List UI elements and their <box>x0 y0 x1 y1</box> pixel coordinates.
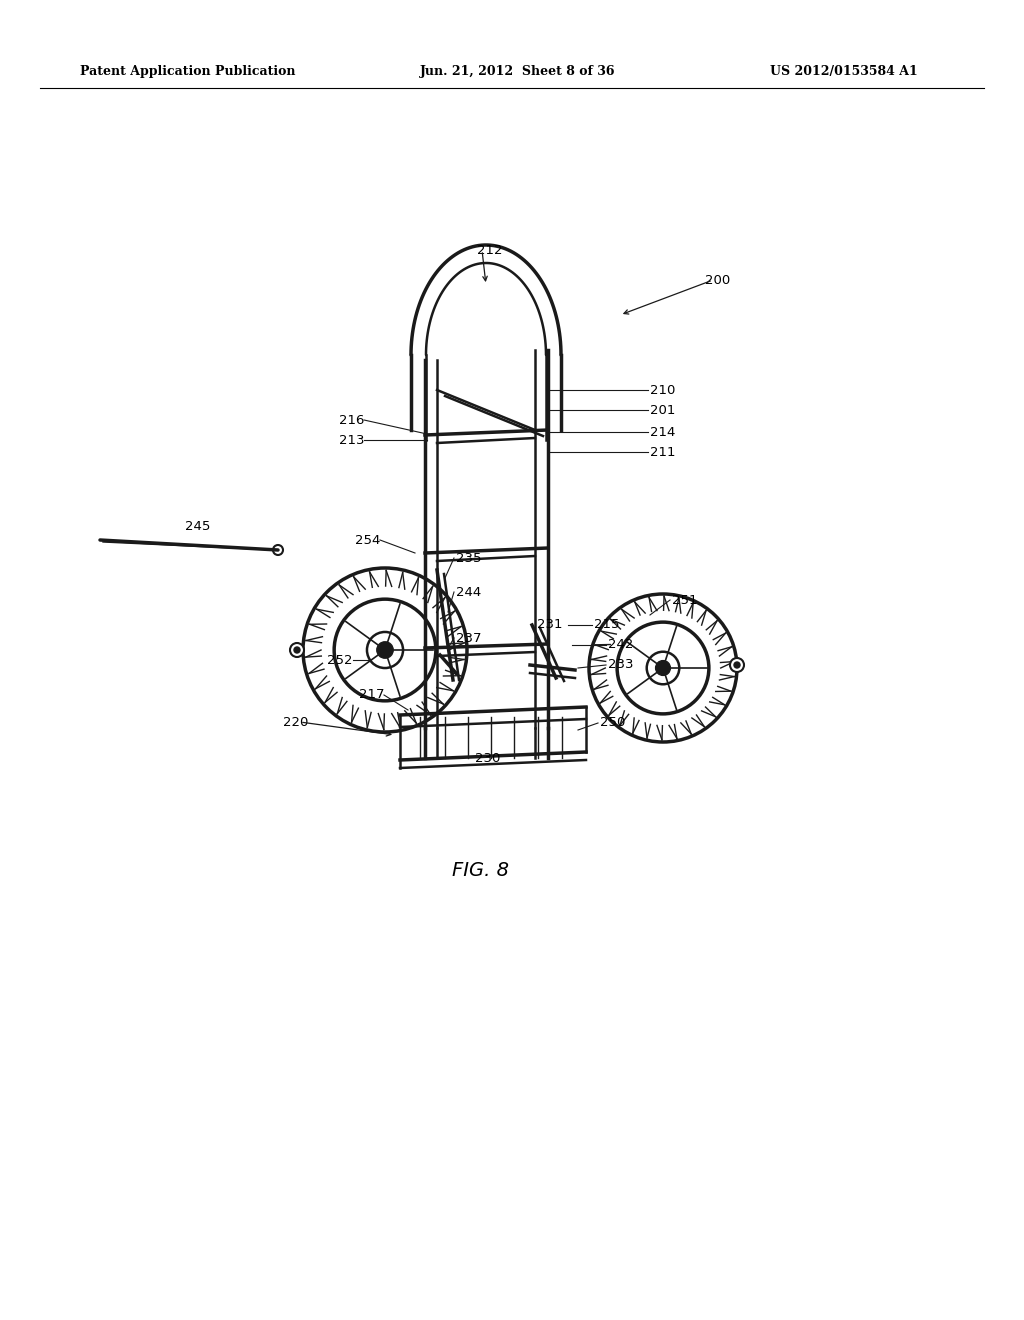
Text: 230: 230 <box>475 751 501 764</box>
Text: 235: 235 <box>456 552 481 565</box>
Circle shape <box>734 663 740 668</box>
Circle shape <box>294 647 300 653</box>
Text: 217: 217 <box>358 689 384 701</box>
Ellipse shape <box>655 660 671 676</box>
Text: Patent Application Publication: Patent Application Publication <box>80 66 296 78</box>
Text: FIG. 8: FIG. 8 <box>452 861 509 879</box>
Text: US 2012/0153584 A1: US 2012/0153584 A1 <box>770 66 918 78</box>
Text: 244: 244 <box>456 586 481 598</box>
Text: 216: 216 <box>339 413 364 426</box>
Text: 251: 251 <box>672 594 697 606</box>
Text: Jun. 21, 2012  Sheet 8 of 36: Jun. 21, 2012 Sheet 8 of 36 <box>420 66 615 78</box>
Text: 242: 242 <box>608 639 634 652</box>
Text: 252: 252 <box>328 653 353 667</box>
Text: 237: 237 <box>456 631 481 644</box>
Text: 212: 212 <box>477 243 503 256</box>
Ellipse shape <box>367 632 403 668</box>
Text: 211: 211 <box>650 446 676 458</box>
Circle shape <box>290 643 304 657</box>
Text: 213: 213 <box>339 433 364 446</box>
Text: 200: 200 <box>705 273 730 286</box>
Text: 214: 214 <box>650 425 676 438</box>
Text: 231: 231 <box>538 619 563 631</box>
Text: 220: 220 <box>283 715 308 729</box>
Text: 201: 201 <box>650 404 676 417</box>
Text: 245: 245 <box>184 520 210 533</box>
Circle shape <box>730 657 744 672</box>
Text: 233: 233 <box>608 659 634 672</box>
Text: 254: 254 <box>354 533 380 546</box>
Text: 210: 210 <box>650 384 676 396</box>
Ellipse shape <box>377 642 393 659</box>
Text: 250: 250 <box>600 717 626 730</box>
Ellipse shape <box>647 652 679 684</box>
Text: 215: 215 <box>594 619 620 631</box>
